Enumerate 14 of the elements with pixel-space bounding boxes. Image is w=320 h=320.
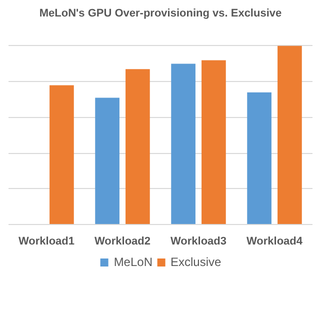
legend-label: MeLoN	[114, 255, 152, 269]
bar	[171, 64, 196, 224]
bar	[247, 92, 272, 224]
x-tick-label: Workload1	[18, 236, 75, 248]
x-tick-label: Workload2	[94, 236, 151, 248]
x-tick-label: Workload3	[170, 236, 227, 248]
chart-title: MeLoN's GPU Over-provisioning vs. Exclusive	[39, 8, 282, 20]
legend-label: Exclusive	[170, 255, 222, 269]
bar	[95, 98, 120, 224]
bar	[202, 60, 226, 224]
bar	[126, 69, 150, 224]
bar	[50, 85, 74, 224]
x-tick-label: Workload4	[246, 236, 304, 248]
bar	[278, 46, 302, 224]
